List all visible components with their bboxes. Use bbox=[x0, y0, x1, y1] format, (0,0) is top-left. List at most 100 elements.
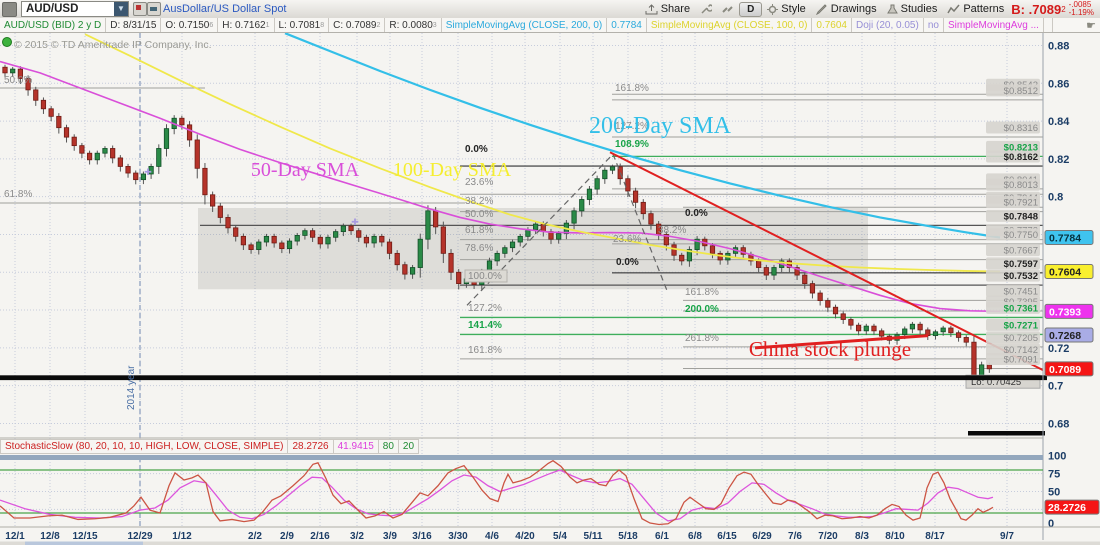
data-line-cell[interactable]: L: 0.7081 8 bbox=[275, 18, 330, 32]
studies-button[interactable]: Studies bbox=[886, 3, 937, 15]
sma100-line bbox=[84, 33, 1001, 273]
data-line-cell[interactable]: SimpleMovingAvg (CLOSE, 100, 0) bbox=[647, 18, 813, 32]
candle-body bbox=[63, 127, 70, 138]
price-axis-tick: 0.86 bbox=[1048, 78, 1069, 90]
gear-icon bbox=[767, 3, 779, 15]
drawings-button[interactable]: Drawings bbox=[815, 3, 877, 15]
candle-body bbox=[179, 117, 185, 126]
stochastic-header-cell[interactable]: 41.9415 bbox=[333, 439, 379, 454]
candle-body bbox=[94, 152, 100, 161]
price-level-chip bbox=[986, 257, 1040, 270]
data-line-cell[interactable]: 0.7604 bbox=[812, 18, 852, 32]
candle-body bbox=[948, 327, 954, 334]
candle bbox=[317, 234, 323, 249]
candle bbox=[855, 322, 862, 336]
sma50-line bbox=[0, 60, 1001, 313]
main-toolbar: AUD/USD ▼ AusDollar/US Dollar Spot Share… bbox=[0, 0, 1100, 19]
date-axis-tick: 3/16 bbox=[412, 531, 432, 542]
date-axis-tick: 12/1 bbox=[5, 531, 25, 542]
chart-mode-icon[interactable] bbox=[147, 2, 161, 16]
patterns-icon bbox=[947, 4, 960, 13]
data-line-cell[interactable] bbox=[1044, 18, 1053, 32]
price-level-label: $0.7091 bbox=[1004, 354, 1038, 365]
candle bbox=[825, 298, 831, 312]
stochastic-header-cell[interactable]: StochasticSlow (80, 20, 10, 10, HIGH, LO… bbox=[0, 439, 289, 454]
tool-icon-2[interactable] bbox=[722, 4, 734, 15]
stochastic-header-cell[interactable]: 80 bbox=[378, 439, 399, 454]
candle bbox=[148, 163, 154, 179]
pointer-hand-icon[interactable]: ☛ bbox=[1086, 20, 1096, 32]
symbol-input[interactable]: AUD/USD ▼ bbox=[21, 1, 129, 17]
price-level-chip bbox=[986, 343, 1040, 356]
candle-body bbox=[102, 148, 108, 154]
candle bbox=[648, 210, 654, 230]
app-icon[interactable] bbox=[2, 1, 17, 17]
candle-body bbox=[579, 199, 585, 212]
candle bbox=[125, 163, 131, 178]
date-axis-tick: 5/18 bbox=[618, 531, 638, 542]
data-line-cell[interactable]: 0.7784 bbox=[607, 18, 647, 32]
candle bbox=[217, 202, 223, 224]
candle-body bbox=[333, 231, 339, 238]
stochastic-header-cell[interactable]: 28.2726 bbox=[288, 439, 334, 454]
price-level-label: $0.7667 bbox=[1004, 246, 1038, 257]
data-line-cell[interactable]: R: 0.0080 3 bbox=[385, 18, 442, 32]
data-line-cell[interactable]: SimpleMovingAvg (CLOSE, 200, 0) bbox=[442, 18, 608, 32]
candle bbox=[271, 233, 277, 248]
price-level-chip bbox=[986, 301, 1040, 314]
share-button[interactable]: Share bbox=[645, 3, 690, 15]
candle bbox=[440, 221, 446, 263]
candle bbox=[71, 134, 77, 151]
candle-body bbox=[971, 341, 977, 377]
data-line-cell[interactable]: no bbox=[924, 18, 944, 32]
candle bbox=[56, 113, 62, 134]
candle bbox=[763, 264, 769, 281]
price-axis-tick: 0.7 bbox=[1048, 381, 1063, 393]
price-level-label: $0.7597 bbox=[1004, 259, 1038, 270]
fib-pct-label: 127.2% bbox=[615, 121, 649, 132]
candle-body bbox=[17, 68, 23, 79]
stoch-axis-tick: 100 bbox=[1048, 451, 1066, 463]
data-line-cell[interactable]: O: 0.7150 6 bbox=[161, 18, 219, 32]
flag-icon[interactable] bbox=[133, 2, 147, 16]
price-level-chip bbox=[986, 150, 1040, 163]
candle-body bbox=[25, 78, 31, 91]
candle-body bbox=[325, 236, 331, 245]
patterns-button[interactable]: Patterns bbox=[947, 3, 1004, 15]
style-button[interactable]: Style bbox=[767, 3, 806, 15]
candle bbox=[571, 207, 577, 230]
candle-body bbox=[10, 68, 16, 74]
data-line-cell[interactable]: SimpleMovingAvg ... bbox=[944, 18, 1044, 32]
candle-body bbox=[456, 271, 462, 284]
scrollbar-thumb[interactable] bbox=[25, 541, 143, 545]
candle-body bbox=[156, 148, 162, 167]
candle bbox=[848, 317, 854, 330]
tool-icon-1[interactable] bbox=[700, 3, 713, 15]
candle bbox=[117, 155, 123, 172]
data-line-cell[interactable]: C: 0.7089 2 bbox=[329, 18, 386, 32]
fib-pct-label: 108.9% bbox=[615, 139, 649, 150]
price-level-chip bbox=[986, 196, 1040, 209]
timeframe-button[interactable]: D bbox=[739, 1, 763, 17]
candle bbox=[294, 232, 300, 246]
candle-body bbox=[825, 300, 831, 308]
date-axis-tick: 12/29 bbox=[127, 531, 152, 542]
fib-pct-label: 161.8% bbox=[615, 83, 649, 94]
data-line-cell[interactable]: D: 8/31/15 bbox=[106, 18, 162, 32]
candle bbox=[632, 187, 639, 209]
candle-body bbox=[194, 139, 200, 169]
year-label: 2014 year bbox=[126, 365, 137, 410]
data-line-cell[interactable]: H: 0.7162 1 bbox=[218, 18, 275, 32]
fib-pct-label: 0.0% bbox=[465, 144, 488, 155]
price-badge-label: 0.7604 bbox=[1049, 267, 1081, 279]
candle bbox=[448, 249, 454, 281]
data-line-cell[interactable]: AUD/USD (BID) 2 y D bbox=[0, 18, 107, 32]
candle-body bbox=[294, 235, 300, 242]
candle-body bbox=[533, 223, 539, 231]
stochastic-header-cell[interactable]: 20 bbox=[398, 439, 420, 454]
candle bbox=[156, 144, 162, 174]
symbol-dropdown-icon[interactable]: ▼ bbox=[114, 2, 128, 16]
data-line-cell[interactable]: Doji (20, 0.05) bbox=[852, 18, 924, 32]
candle-body bbox=[602, 169, 608, 180]
